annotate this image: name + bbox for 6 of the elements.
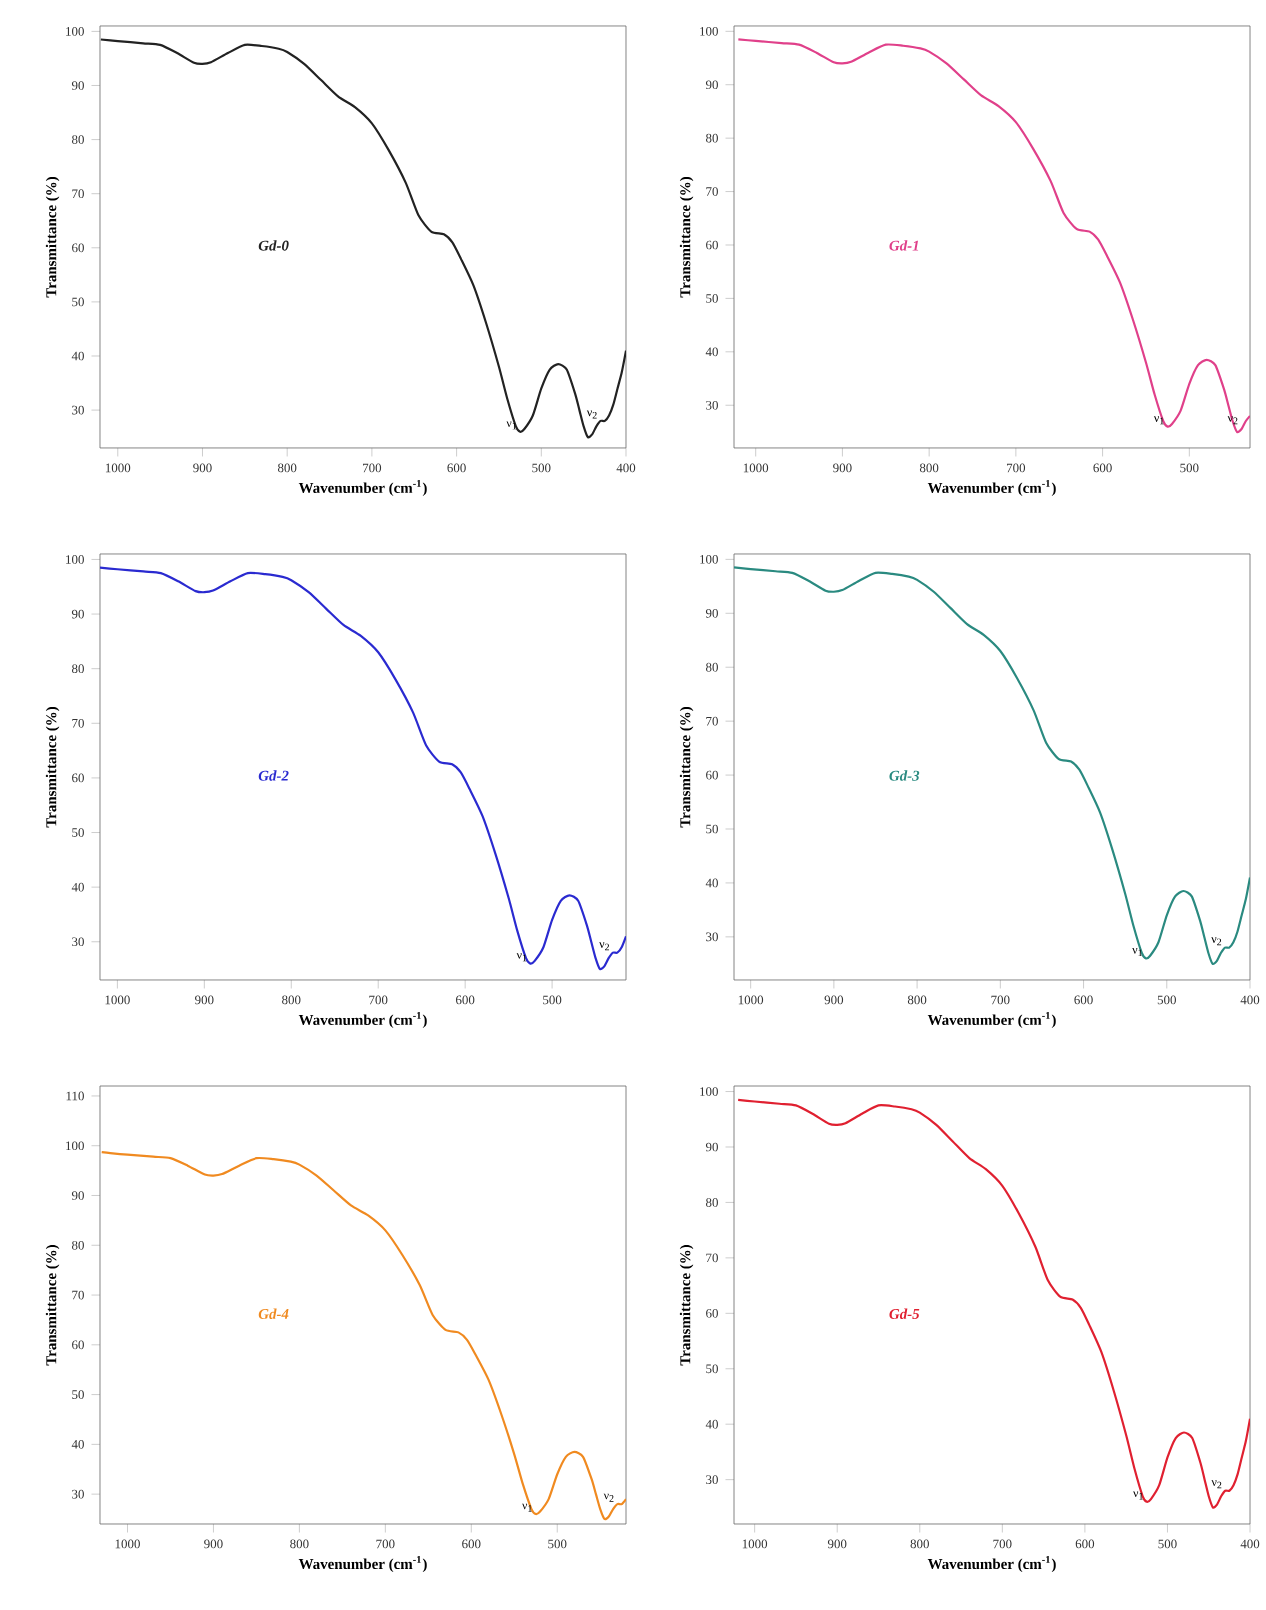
line-series (100, 1151, 626, 1521)
line-series (737, 38, 1250, 434)
line-series (99, 566, 626, 971)
line-series (99, 38, 626, 439)
line-series (736, 1098, 1250, 1509)
line-series (733, 566, 1250, 965)
